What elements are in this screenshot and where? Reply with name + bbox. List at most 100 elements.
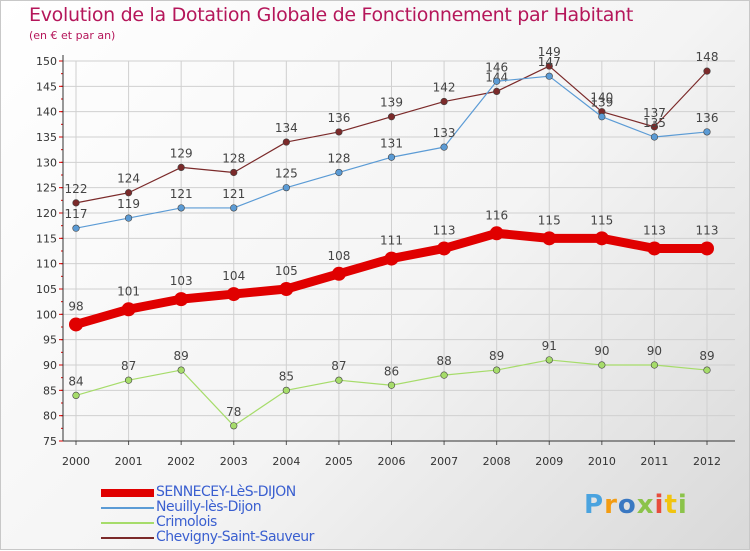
data-label: 121 [222, 187, 245, 201]
x-tick-label: 2002 [167, 455, 195, 468]
x-tick-label: 2005 [325, 455, 353, 468]
data-label: 139 [590, 96, 613, 110]
logo-letter: o [617, 490, 637, 520]
data-point [545, 356, 553, 364]
data-label: 124 [117, 172, 140, 186]
data-label: 147 [538, 55, 561, 69]
logo-letter: x [636, 490, 655, 520]
data-point [700, 241, 714, 256]
data-label: 128 [222, 151, 245, 165]
data-label: 90 [594, 344, 609, 358]
data-point [647, 241, 662, 256]
data-point [335, 376, 343, 384]
x-tick-label: 2009 [535, 455, 563, 468]
data-label: 148 [696, 50, 719, 64]
data-point [124, 189, 133, 197]
data-label: 87 [121, 359, 136, 373]
data-label: 121 [170, 187, 193, 201]
y-tick-label: 105 [36, 283, 57, 296]
x-tick-label: 2001 [115, 455, 143, 468]
data-label: 131 [380, 136, 403, 150]
y-tick-label: 145 [36, 80, 57, 93]
x-tick-label: 2011 [640, 455, 668, 468]
data-label: 128 [327, 151, 350, 165]
data-point [437, 241, 452, 256]
data-point [331, 266, 346, 281]
data-label: 113 [433, 223, 456, 237]
legend-swatch [101, 522, 154, 524]
data-label: 103 [170, 274, 193, 288]
chart-title: Evolution de la Dotation Globale de Fonc… [29, 4, 634, 26]
x-tick-label: 2010 [588, 455, 616, 468]
data-label: 139 [380, 96, 403, 110]
data-label: 98 [68, 299, 83, 313]
data-label: 115 [590, 213, 613, 227]
x-tick-label: 2003 [220, 455, 248, 468]
data-label: 122 [65, 182, 88, 196]
data-label: 142 [433, 81, 456, 95]
y-tick-label: 125 [36, 182, 57, 195]
data-point [493, 77, 501, 85]
data-label: 89 [174, 349, 189, 363]
y-tick-label: 100 [36, 308, 57, 321]
data-point [387, 113, 396, 121]
data-point [384, 251, 399, 266]
data-label: 140 [590, 91, 613, 105]
data-label: 117 [65, 207, 88, 221]
data-label: 115 [538, 213, 561, 227]
data-label: 113 [643, 223, 666, 237]
data-point [545, 62, 553, 70]
legend-label: Neuilly-lès-Dijon [156, 499, 262, 515]
data-point [282, 184, 290, 192]
x-tick-label: 2004 [272, 455, 300, 468]
y-tick-label: 110 [36, 258, 57, 271]
y-tick-label: 90 [43, 359, 57, 372]
data-label: 111 [380, 234, 403, 248]
data-point [598, 113, 606, 121]
chart-subtitle: (en € et par an) [29, 29, 116, 42]
data-label: 89 [699, 349, 714, 363]
x-tick-label: 2000 [62, 455, 90, 468]
data-point [440, 143, 448, 151]
y-tick-label: 135 [36, 131, 57, 144]
logo-letter: P [584, 490, 605, 520]
data-point [72, 391, 80, 400]
data-point [387, 153, 396, 161]
data-point [177, 163, 185, 171]
data-label: 101 [117, 284, 140, 298]
data-label: 149 [538, 45, 561, 59]
data-point [230, 168, 238, 177]
data-point [493, 87, 501, 95]
data-point [335, 128, 343, 136]
data-point [124, 214, 133, 222]
data-label: 78 [226, 405, 241, 419]
y-tick-label: 140 [36, 106, 57, 119]
data-label: 108 [327, 249, 350, 263]
y-tick-label: 130 [36, 156, 57, 169]
x-tick-label: 2008 [483, 455, 511, 468]
data-label: 125 [275, 167, 298, 181]
legend-label: Crimolois [156, 514, 217, 530]
x-tick-label: 2012 [693, 455, 721, 468]
y-tick-label: 75 [43, 435, 57, 448]
data-label: 116 [485, 208, 508, 222]
data-label: 86 [384, 364, 399, 378]
logo-letter: t [664, 490, 678, 520]
legend-swatch [101, 507, 154, 509]
data-point [230, 204, 238, 212]
data-label: 89 [489, 349, 504, 363]
data-point [72, 224, 80, 232]
proxiti-logo: Proxiti [584, 490, 688, 520]
data-label: 90 [647, 344, 662, 358]
data-point [703, 128, 711, 136]
data-point [545, 72, 553, 80]
x-tick-label: 2006 [378, 455, 406, 468]
data-label: 85 [279, 369, 294, 383]
y-tick-label: 95 [43, 334, 57, 347]
logo-letter: r [604, 490, 618, 520]
data-point [598, 361, 606, 369]
data-label: 136 [696, 111, 719, 125]
data-label: 88 [436, 354, 451, 368]
y-tick-label: 150 [36, 55, 57, 68]
data-label: 146 [485, 60, 508, 74]
